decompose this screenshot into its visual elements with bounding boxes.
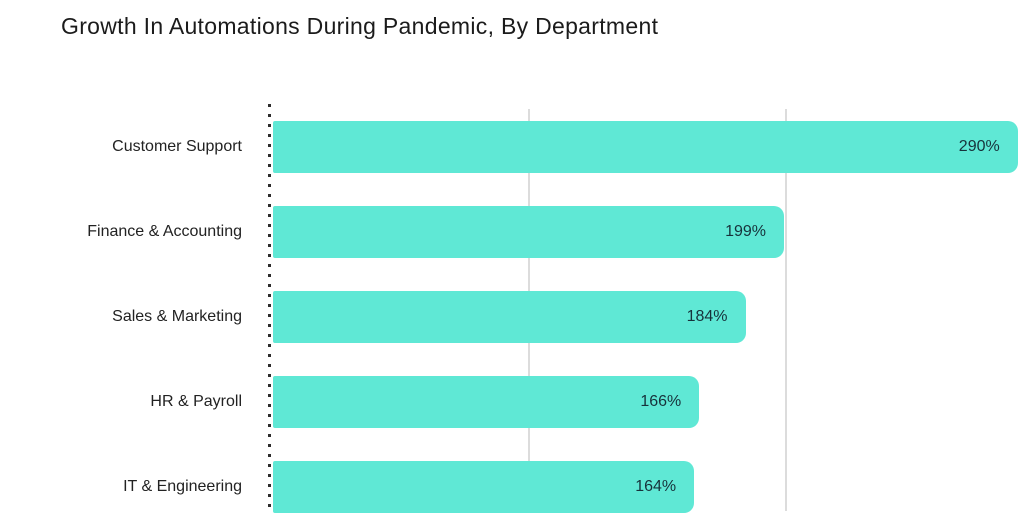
bar-track: 164%	[271, 460, 1026, 513]
bar: 290%	[273, 120, 1018, 173]
bar: 184%	[273, 290, 746, 343]
bar-track: 199%	[271, 205, 1026, 258]
chart-row: Sales & Marketing 184%	[0, 274, 1026, 359]
value-label: 164%	[635, 477, 677, 495]
chart-row: HR & Payroll 166%	[0, 359, 1026, 444]
chart-row: Customer Support 290%	[0, 104, 1026, 189]
chart-rows: Customer Support 290% Finance & Accounti…	[0, 104, 1026, 529]
value-label: 290%	[958, 137, 1000, 155]
bar-track: 184%	[271, 290, 1026, 343]
value-label: 184%	[686, 307, 728, 325]
bar: 166%	[273, 375, 700, 428]
y-axis-baseline-dotted-line	[268, 104, 271, 511]
chart-title: Growth In Automations During Pandemic, B…	[61, 13, 659, 39]
bar-track: 166%	[271, 375, 1026, 428]
chart-row: IT & Engineering 164%	[0, 444, 1026, 529]
bar-chart: Customer Support 290% Finance & Accounti…	[0, 104, 1026, 513]
category-label: Finance & Accounting	[87, 222, 242, 240]
category-label: IT & Engineering	[123, 477, 242, 495]
category-label: Sales & Marketing	[112, 307, 242, 325]
category-label: Customer Support	[112, 137, 242, 155]
bar-track: 290%	[271, 120, 1026, 173]
chart-row: Finance & Accounting 199%	[0, 189, 1026, 274]
bar: 164%	[273, 460, 695, 513]
vertical-gridline	[784, 109, 787, 511]
value-label: 166%	[640, 392, 682, 410]
bar: 199%	[273, 205, 785, 258]
category-label: HR & Payroll	[150, 392, 242, 410]
value-label: 199%	[725, 222, 767, 240]
